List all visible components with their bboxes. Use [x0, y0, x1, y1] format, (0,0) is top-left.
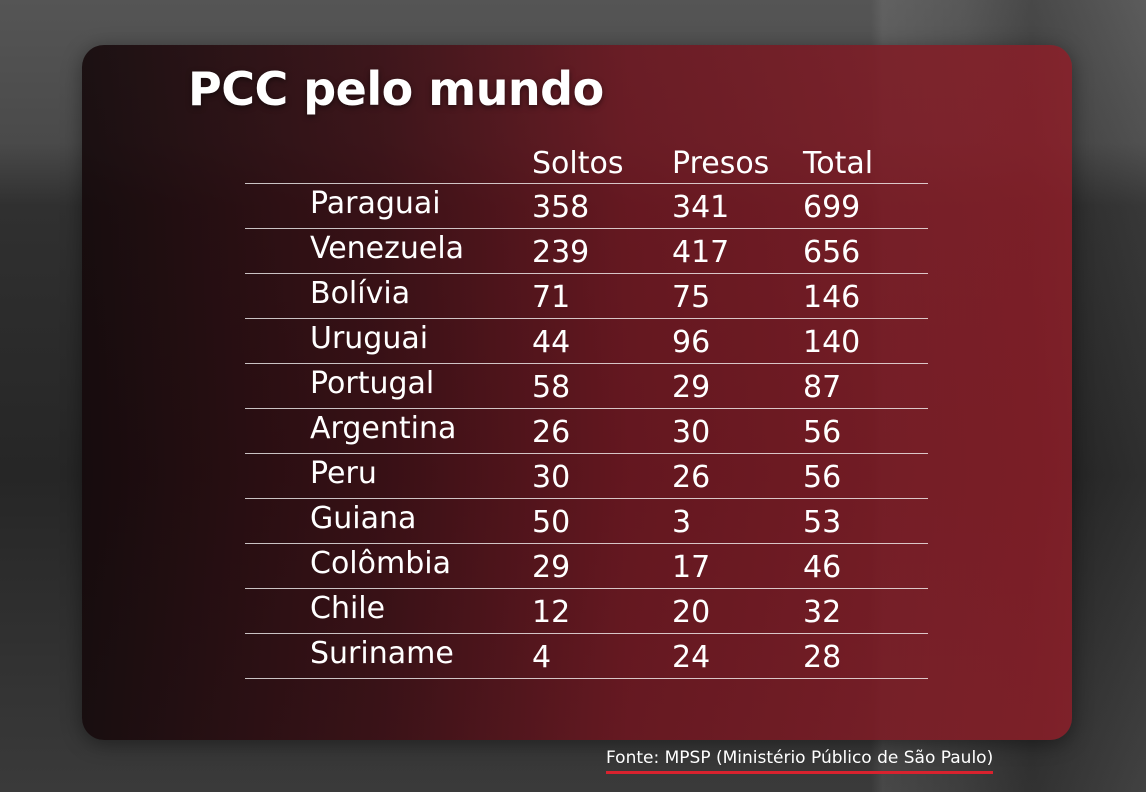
total-cell: 53: [803, 505, 842, 540]
table-row: Venezuela 239 417 656: [245, 229, 928, 274]
table-row: Portugal 58 29 87: [245, 364, 928, 409]
total-cell: 146: [803, 280, 861, 315]
soltos-cell: 12: [532, 595, 571, 630]
total-cell: 87: [803, 370, 842, 405]
soltos-cell: 58: [532, 370, 571, 405]
country-cell: Guiana: [310, 501, 417, 536]
presos-cell: 20: [672, 595, 711, 630]
source-note: Fonte: MPSP (Ministério Público de São P…: [606, 748, 994, 774]
soltos-cell: 4: [532, 640, 552, 675]
total-cell: 656: [803, 235, 861, 270]
country-cell: Suriname: [310, 636, 454, 671]
table-row: Colômbia 29 17 46: [245, 544, 928, 589]
presos-cell: 26: [672, 460, 711, 495]
total-cell: 28: [803, 640, 842, 675]
soltos-cell: 30: [532, 460, 571, 495]
presos-cell: 17: [672, 550, 711, 585]
table-row: Uruguai 44 96 140: [245, 319, 928, 364]
table-row: Peru 30 26 56: [245, 454, 928, 499]
column-header-total: Total: [803, 146, 874, 181]
presos-cell: 30: [672, 415, 711, 450]
country-cell: Colômbia: [310, 546, 451, 581]
country-cell: Paraguai: [310, 186, 441, 221]
data-table: Soltos Presos Total Paraguai 358 341 699 Ven…: [245, 140, 928, 679]
column-header-presos: Presos: [672, 146, 770, 181]
chart-title: PCC pelo mundo: [188, 62, 604, 116]
table-row: Chile 12 20 32: [245, 589, 928, 634]
table-row: Suriname 4 24 28: [245, 634, 928, 679]
soltos-cell: 71: [532, 280, 571, 315]
total-cell: 46: [803, 550, 842, 585]
total-cell: 140: [803, 325, 861, 360]
country-cell: Venezuela: [310, 231, 465, 266]
soltos-cell: 26: [532, 415, 571, 450]
presos-cell: 417: [672, 235, 730, 270]
presos-cell: 3: [672, 505, 692, 540]
table-row: Argentina 26 30 56: [245, 409, 928, 454]
presos-cell: 96: [672, 325, 711, 360]
country-cell: Argentina: [310, 411, 457, 446]
presos-cell: 24: [672, 640, 711, 675]
soltos-cell: 44: [532, 325, 571, 360]
column-header-soltos: Soltos: [532, 146, 624, 181]
total-cell: 56: [803, 415, 842, 450]
total-cell: 699: [803, 190, 861, 225]
table-row: Guiana 50 3 53: [245, 499, 928, 544]
soltos-cell: 29: [532, 550, 571, 585]
country-cell: Uruguai: [310, 321, 429, 356]
table-panel: [82, 45, 1072, 740]
presos-cell: 75: [672, 280, 711, 315]
soltos-cell: 239: [532, 235, 590, 270]
country-cell: Portugal: [310, 366, 435, 401]
table-header-row: Soltos Presos Total: [245, 140, 928, 184]
country-cell: Bolívia: [310, 276, 411, 311]
soltos-cell: 50: [532, 505, 571, 540]
total-cell: 32: [803, 595, 842, 630]
country-cell: Chile: [310, 591, 386, 626]
presos-cell: 341: [672, 190, 730, 225]
table-row: Paraguai 358 341 699: [245, 184, 928, 229]
presos-cell: 29: [672, 370, 711, 405]
total-cell: 56: [803, 460, 842, 495]
country-cell: Peru: [310, 456, 377, 491]
table-row: Bolívia 71 75 146: [245, 274, 928, 319]
soltos-cell: 358: [532, 190, 590, 225]
